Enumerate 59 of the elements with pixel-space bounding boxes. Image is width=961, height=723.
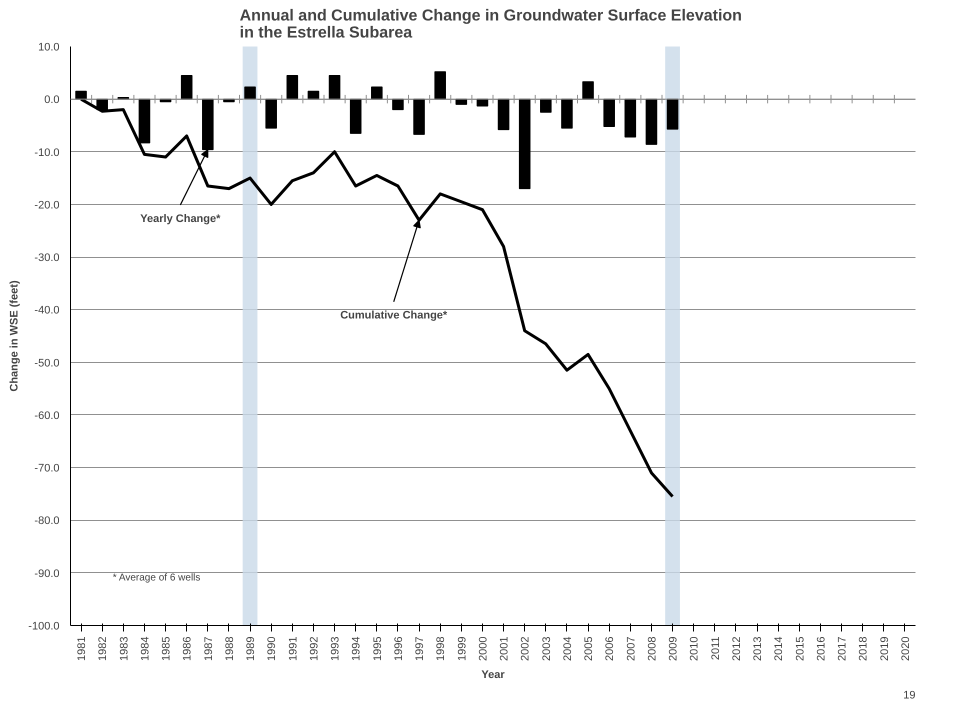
x-tick-label: 1987	[202, 636, 215, 661]
x-tick-label: 1993	[330, 636, 342, 661]
x-tick-label: 1989	[245, 636, 258, 661]
x-tick-label: 2013	[752, 636, 764, 661]
y-axis-title: Change in WSE (feet)	[8, 280, 20, 392]
x-tick-label: 1985	[160, 636, 173, 661]
x-tick-label: 1992	[308, 636, 320, 661]
y-tick-label: -80.0	[34, 515, 60, 528]
x-tick-label: 1997	[414, 636, 426, 661]
x-tick-label: 2020	[900, 636, 912, 661]
x-tick-label: 1995	[372, 636, 384, 661]
x-tick-label: 2000	[477, 636, 490, 661]
x-tick-label: 2009	[668, 636, 680, 661]
x-tick-label: 2012	[730, 636, 743, 661]
y-tick-label: -60.0	[34, 410, 60, 422]
y-tick-label: -10.0	[34, 146, 60, 159]
x-tick-label: 1983	[118, 636, 130, 661]
x-tick-label: 2018	[858, 636, 870, 661]
y-tick-label: -40.0	[34, 304, 60, 317]
x-tick-label: 2017	[836, 636, 849, 661]
x-axis-title: Year	[481, 668, 506, 681]
y-tick-label: -30.0	[34, 252, 60, 264]
y-tick-label: -70.0	[34, 462, 60, 475]
y-tick-label: -20.0	[34, 199, 60, 212]
x-tick-label: 2016	[815, 636, 828, 661]
x-tick-label: 2019	[878, 636, 891, 661]
x-tick-label: 2003	[540, 636, 553, 661]
x-tick-label: 1986	[182, 636, 194, 661]
x-tick-label: 2004	[562, 636, 574, 661]
y-tick-label: -50.0	[34, 357, 60, 370]
x-tick-label: 1981	[76, 636, 88, 661]
x-tick-label: 1999	[456, 636, 468, 661]
x-tick-label: 1990	[266, 636, 278, 661]
x-tick-label: 2010	[688, 636, 701, 661]
x-tick-label: 2001	[498, 636, 511, 661]
x-tick-label: 2015	[794, 636, 806, 661]
y-tick-label: 0.0	[44, 94, 60, 106]
text: 19	[903, 690, 916, 702]
x-tick-label: 2014	[773, 636, 786, 661]
x-tick-label: 2002	[520, 636, 532, 661]
x-tick-label: 1998	[435, 636, 448, 661]
y-tick-label: -90.0	[34, 568, 60, 580]
x-tick-label: 1988	[224, 636, 236, 661]
x-tick-label: 1991	[287, 636, 300, 661]
x-tick-label: 2008	[646, 636, 658, 661]
annotation: Yearly Change*	[140, 212, 222, 225]
x-tick-label: 1984	[139, 636, 152, 661]
x-tick-label: 2007	[625, 636, 638, 661]
x-tick-label: 1982	[97, 636, 110, 661]
annotation: * Average of 6 wells	[112, 572, 200, 584]
y-tick-label: 10.0	[38, 42, 60, 54]
x-tick-label: 2006	[604, 636, 616, 661]
x-tick-label: 1996	[392, 636, 405, 661]
x-tick-label: 1994	[350, 636, 363, 661]
x-tick-label: 2011	[710, 636, 722, 660]
annotation: Cumulative Change*	[340, 310, 448, 322]
x-tick-label: 2005	[583, 636, 596, 661]
chart-title: Annual and Cumulative Change in Groundwater Surface Elevation in the Estrella Subarea	[240, 8, 742, 42]
y-tick-label: -100.0	[28, 620, 60, 632]
